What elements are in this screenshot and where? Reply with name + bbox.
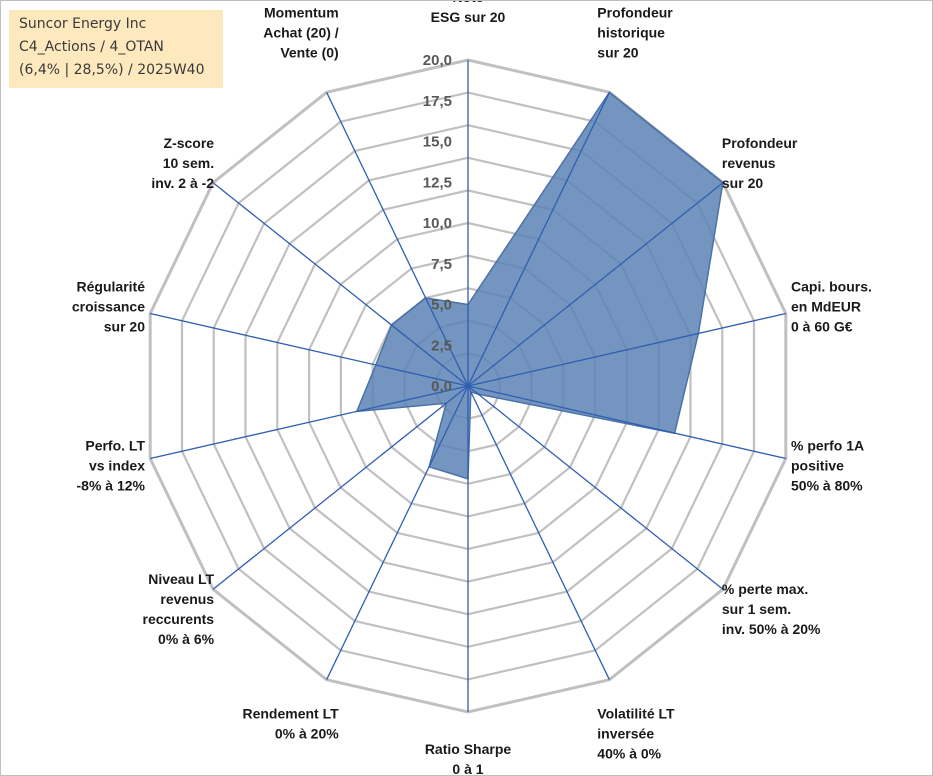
series-area — [355, 91, 724, 480]
axis-label-line: reccurents — [143, 611, 215, 627]
axis-label-line: % perfo 1A — [791, 438, 864, 454]
r-tick-label: 15,0 — [423, 134, 452, 151]
axis-label-line: sur 20 — [104, 318, 145, 334]
axis-label-line: Momentum — [264, 5, 339, 21]
portfolio-label: C4_Actions / 4_OTAN — [19, 39, 164, 55]
axis-label-line: croissance — [72, 298, 145, 314]
axis-spoke — [467, 385, 786, 460]
axis-label-line: revenus — [722, 155, 776, 171]
r-tick-label: 12,5 — [423, 174, 452, 191]
axis-label-line: Vente (0) — [280, 45, 338, 61]
stats-label: (6,4% | 28,5%) / 2025W40 — [19, 62, 205, 78]
r-tick-label: 10,0 — [423, 215, 452, 232]
axis-spoke — [150, 385, 469, 460]
axis-label-line: 0% à 6% — [158, 631, 215, 647]
company-name: Suncor Energy Inc — [19, 16, 147, 32]
info-box: Suncor Energy Inc C4_Actions / 4_OTAN (6… — [9, 10, 223, 88]
axis-label-line: sur 1 sem. — [722, 601, 791, 617]
axis-label: Capi. bours. en MdEUR 0 à 60 G€ — [791, 278, 872, 334]
axis-label-line: Note — [452, 1, 483, 5]
axis-spoke — [467, 312, 786, 387]
axis-label-line: revenus — [160, 591, 214, 607]
axis-spoke — [467, 182, 724, 387]
axis-label: % perfo 1A positive 50% à 80% — [791, 438, 864, 494]
axis-label-line: 10 sem. — [163, 155, 214, 171]
axis-label-line: vs index — [89, 458, 145, 474]
r-tick-label: 7,5 — [431, 256, 452, 273]
axis-label-line: en MdEUR — [791, 298, 861, 314]
axis-label-line: 40% à 0% — [597, 746, 661, 762]
axis-label-line: historique — [597, 25, 665, 41]
r-tick-label: 0,0 — [431, 378, 452, 395]
axis-label: Profondeur revenus sur 20 — [722, 135, 798, 191]
axis-label-line: Régularité — [77, 278, 146, 294]
axis-label: Profondeur historique sur 20 — [597, 5, 673, 61]
r-tick-label: 5,0 — [431, 297, 452, 314]
axis-label-line: 0 à 1 — [452, 761, 483, 775]
r-tick-label: 20,0 — [423, 52, 452, 69]
r-tick-label: 2,5 — [431, 337, 452, 354]
axis-label-line: sur 20 — [722, 175, 763, 191]
axis-label-line: Profondeur — [722, 135, 798, 151]
axis-label-line: Z-score — [164, 135, 215, 151]
axis-label: Note ESG sur 20 — [431, 1, 506, 25]
axis-spoke — [326, 92, 469, 387]
axis-label: Z-score 10 sem. inv. 2 à -2 — [151, 135, 214, 191]
axis-label-line: sur 20 — [597, 45, 638, 61]
axis-spoke — [467, 385, 610, 680]
axis-label-line: % perte max. — [722, 581, 808, 597]
axis-label-line: inv. 2 à -2 — [151, 175, 214, 191]
axis-spoke — [212, 385, 469, 590]
axis-label-line: 0 à 60 G€ — [791, 318, 853, 334]
axis-label-line: inv. 50% à 20% — [722, 621, 821, 637]
axis-label: % perte max. sur 1 sem. inv. 50% à 20% — [722, 581, 821, 637]
axis-label-line: Niveau LT — [148, 571, 214, 587]
axis-label: Régularité croissance sur 20 — [72, 278, 145, 334]
axis-label-line: Achat (20) / — [263, 25, 339, 41]
axis-spoke — [212, 182, 469, 387]
axis-label: Ratio Sharpe 0 à 1 — [425, 741, 512, 775]
axis-label-line: Profondeur — [597, 5, 673, 21]
axis-label: Niveau LT revenus reccurents 0% à 6% — [143, 571, 215, 647]
axis-label-line: ESG sur 20 — [431, 9, 506, 25]
axis-label-line: Rendement LT — [242, 706, 339, 722]
axis-label-line: Volatilité LT — [597, 706, 675, 722]
axis-label-line: inversée — [597, 726, 654, 742]
axis-label-line: Capi. bours. — [791, 278, 872, 294]
axis-spoke — [150, 312, 469, 387]
axis-spoke — [467, 385, 724, 590]
axis-spoke — [467, 92, 610, 387]
axis-label-line: Ratio Sharpe — [425, 741, 512, 757]
axis-label-line: 0% à 20% — [275, 726, 339, 742]
axis-label: Rendement LT 0% à 20% — [242, 706, 339, 742]
axis-label: Volatilité LT inversée 40% à 0% — [597, 706, 675, 762]
r-tick-label: 17,5 — [423, 93, 452, 110]
axis-label-line: positive — [791, 458, 844, 474]
axis-label-line: 50% à 80% — [791, 478, 863, 494]
axis-spoke — [326, 385, 469, 680]
axis-label: Perfo. LT vs index -8% à 12% — [77, 438, 146, 494]
axis-label-line: -8% à 12% — [77, 478, 146, 494]
axis-label-line: Perfo. LT — [85, 438, 145, 454]
axis-label: Momentum Achat (20) / Vente (0) — [263, 5, 339, 61]
